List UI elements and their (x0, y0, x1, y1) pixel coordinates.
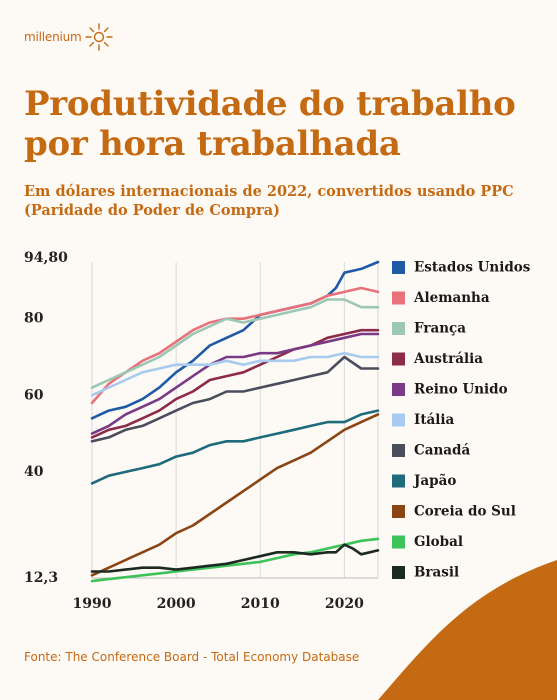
legend-label: Reino Unido (414, 382, 508, 398)
y-tick-label: 40 (24, 464, 44, 480)
legend-swatch (392, 566, 405, 579)
decorative-corner-shape (378, 560, 557, 700)
x-tick-label: 2020 (325, 596, 364, 612)
legend-swatch (392, 505, 405, 518)
series-line-6 (90, 351, 380, 397)
chart-title: Produtividade do trabalho por hora traba… (24, 84, 516, 164)
legend-label: Itália (414, 412, 455, 428)
legend-label: França (414, 321, 466, 337)
legend-label: Alemanha (413, 290, 490, 306)
legend-swatch (392, 474, 405, 488)
legend-swatch (392, 535, 405, 549)
brand-logo: millenium (24, 22, 114, 52)
x-tick-label: 2000 (157, 596, 196, 612)
x-tick-label: 2010 (241, 596, 280, 612)
y-tick-label: 12,3 (24, 570, 58, 586)
series-line-2 (90, 286, 380, 405)
source-note: Fonte: The Conference Board - Total Econ… (24, 650, 360, 664)
series-line-11 (90, 543, 380, 573)
legend-swatch (392, 291, 405, 305)
sun-logo-icon (84, 23, 113, 51)
series-line-3 (90, 298, 380, 389)
series-line-1 (90, 260, 380, 420)
series-line-8 (90, 409, 380, 485)
legend-swatch (392, 261, 405, 274)
legend-label: Japão (413, 473, 456, 489)
legend-swatch (392, 444, 405, 457)
x-tick-label: 1990 (73, 596, 112, 612)
y-tick-label: 94,80 (24, 250, 68, 266)
legend-label: Global (414, 534, 463, 550)
series-line-5 (90, 332, 380, 435)
legend-label: Brasil (414, 565, 459, 581)
y-tick-label: 60 (24, 387, 44, 403)
legend-label: Austrália (413, 351, 483, 367)
legend-swatch (392, 352, 405, 366)
series-line-9 (90, 413, 380, 577)
legend-label: Canadá (414, 443, 470, 459)
series-line-10 (90, 537, 380, 583)
series-line-7 (90, 355, 380, 443)
legend-label: Coreia do Sul (414, 504, 516, 520)
legend-swatch (392, 322, 405, 335)
series-line-4 (90, 328, 380, 439)
legend-label: Estados Unidos (414, 260, 531, 276)
brand-name: millenium (24, 30, 82, 44)
legend-swatch (392, 383, 405, 396)
legend-swatch (392, 413, 405, 427)
y-tick-label: 80 (24, 311, 44, 327)
chart-subtitle: Em dólares internacionais de 2022, conve… (24, 183, 514, 219)
